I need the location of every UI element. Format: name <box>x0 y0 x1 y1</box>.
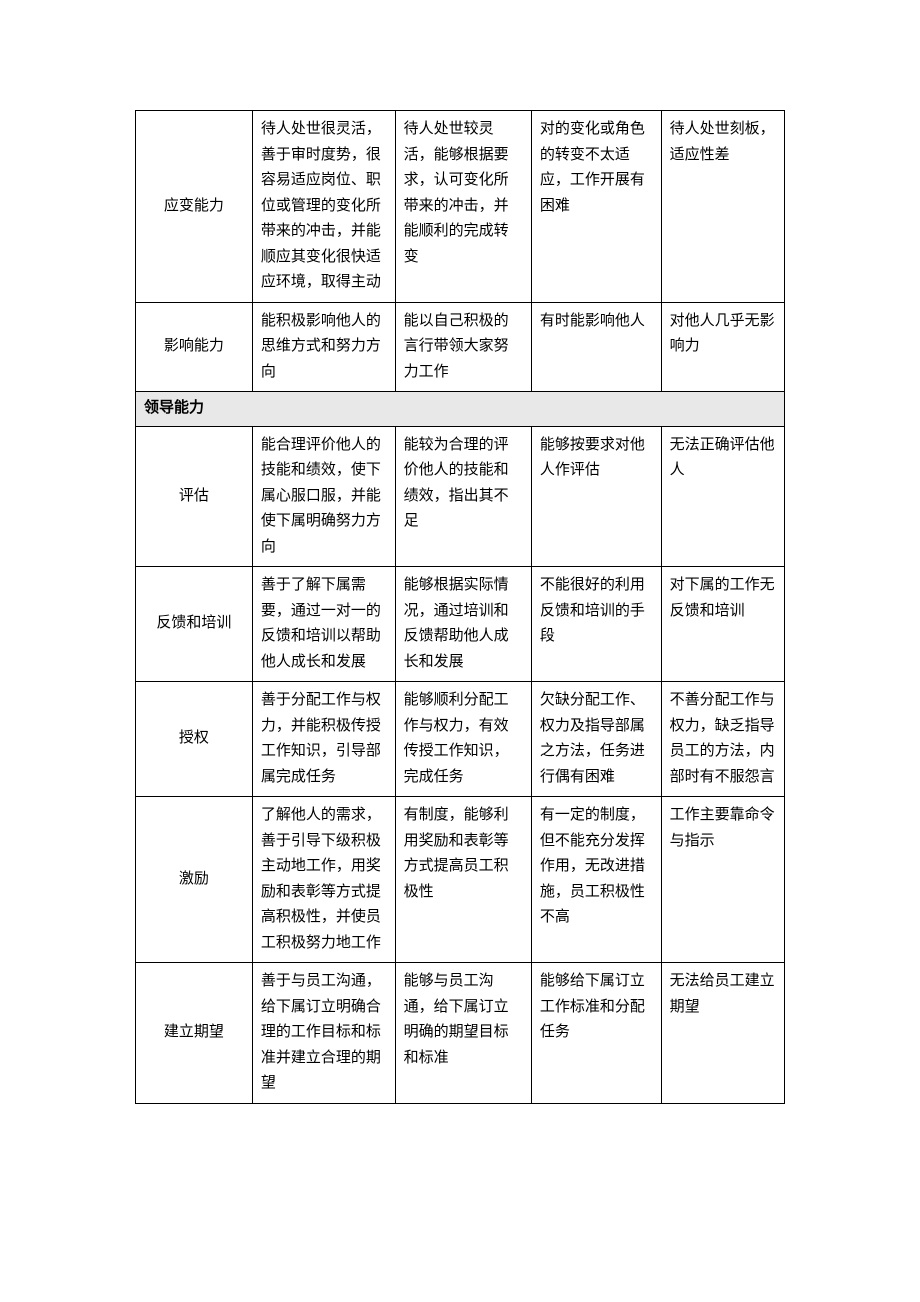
level-cell: 能较为合理的评价他人的技能和绩效，指出其不足 <box>395 426 531 567</box>
level-cell: 能够给下属订立工作标准和分配任务 <box>531 963 661 1104</box>
row-label-cell: 评估 <box>136 426 253 567</box>
row-label-cell: 影响能力 <box>136 302 253 392</box>
level-cell: 能够根据实际情况，通过培训和反馈帮助他人成长和发展 <box>395 567 531 682</box>
level-cell: 善于了解下属需要，通过一对一的反馈和培训以帮助他人成长和发展 <box>252 567 395 682</box>
table-row: 评估能合理评价他人的技能和绩效，使下属心服口服，并能使下属明确努力方向能较为合理… <box>136 426 785 567</box>
level-cell: 不能很好的利用反馈和培训的手段 <box>531 567 661 682</box>
table-row: 授权善于分配工作与权力，并能积极传授工作知识，引导部属完成任务能够顺利分配工作与… <box>136 682 785 797</box>
row-label-cell: 建立期望 <box>136 963 253 1104</box>
level-cell: 能够顺利分配工作与权力，有效传授工作知识，完成任务 <box>395 682 531 797</box>
level-cell: 待人处世刻板，适应性差 <box>661 111 784 303</box>
competency-table: 应变能力待人处世很灵活，善于审时度势，很容易适应岗位、职位或管理的变化所带来的冲… <box>135 110 785 1104</box>
table-row: 建立期望善于与员工沟通，给下属订立明确合理的工作目标和标准并建立合理的期望能够与… <box>136 963 785 1104</box>
table-row: 反馈和培训善于了解下属需要，通过一对一的反馈和培训以帮助他人成长和发展能够根据实… <box>136 567 785 682</box>
level-cell: 了解他人的需求，善于引导下级积极主动地工作，用奖励和表彰等方式提高积极性，并使员… <box>252 797 395 963</box>
level-cell: 能以自己积极的言行带领大家努力工作 <box>395 302 531 392</box>
row-label-cell: 授权 <box>136 682 253 797</box>
level-cell: 能积极影响他人的思维方式和努力方向 <box>252 302 395 392</box>
level-cell: 待人处世很灵活，善于审时度势，很容易适应岗位、职位或管理的变化所带来的冲击，并能… <box>252 111 395 303</box>
section-header-cell: 领导能力 <box>136 392 785 427</box>
table-row: 领导能力 <box>136 392 785 427</box>
level-cell: 有制度，能够利用奖励和表彰等方式提高员工积极性 <box>395 797 531 963</box>
level-cell: 有时能影响他人 <box>531 302 661 392</box>
table-row: 应变能力待人处世很灵活，善于审时度势，很容易适应岗位、职位或管理的变化所带来的冲… <box>136 111 785 303</box>
level-cell: 对下属的工作无反馈和培训 <box>661 567 784 682</box>
level-cell: 无法给员工建立期望 <box>661 963 784 1104</box>
level-cell: 对他人几乎无影响力 <box>661 302 784 392</box>
row-label-cell: 应变能力 <box>136 111 253 303</box>
level-cell: 能合理评价他人的技能和绩效，使下属心服口服，并能使下属明确努力方向 <box>252 426 395 567</box>
level-cell: 有一定的制度，但不能充分发挥作用，无改进措施，员工积极性不高 <box>531 797 661 963</box>
level-cell: 无法正确评估他人 <box>661 426 784 567</box>
level-cell: 不善分配工作与权力，缺乏指导员工的方法，内部时有不服怨言 <box>661 682 784 797</box>
level-cell: 欠缺分配工作、权力及指导部属之方法，任务进行偶有困难 <box>531 682 661 797</box>
level-cell: 对的变化或角色的转变不太适应，工作开展有困难 <box>531 111 661 303</box>
level-cell: 待人处世较灵活，能够根据要求，认可变化所带来的冲击，并能顺利的完成转变 <box>395 111 531 303</box>
table-row: 激励了解他人的需求，善于引导下级积极主动地工作，用奖励和表彰等方式提高积极性，并… <box>136 797 785 963</box>
row-label-cell: 激励 <box>136 797 253 963</box>
level-cell: 工作主要靠命令与指示 <box>661 797 784 963</box>
row-label-cell: 反馈和培训 <box>136 567 253 682</box>
level-cell: 善于与员工沟通，给下属订立明确合理的工作目标和标准并建立合理的期望 <box>252 963 395 1104</box>
table-row: 影响能力能积极影响他人的思维方式和努力方向能以自己积极的言行带领大家努力工作有时… <box>136 302 785 392</box>
level-cell: 善于分配工作与权力，并能积极传授工作知识，引导部属完成任务 <box>252 682 395 797</box>
level-cell: 能够与员工沟通，给下属订立明确的期望目标和标准 <box>395 963 531 1104</box>
level-cell: 能够按要求对他人作评估 <box>531 426 661 567</box>
